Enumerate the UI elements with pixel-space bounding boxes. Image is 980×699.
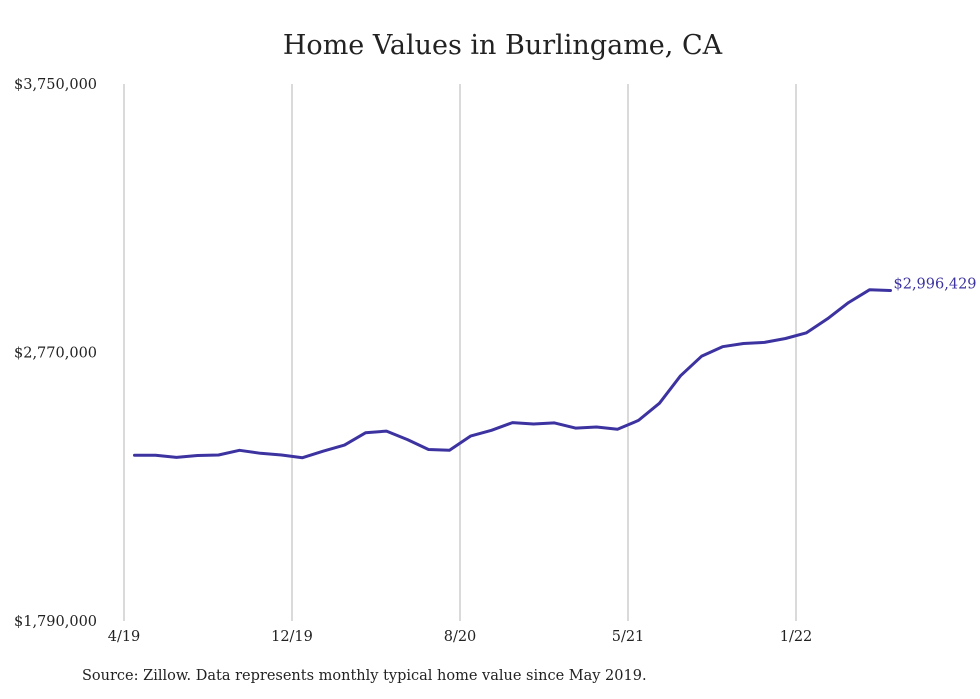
chart-title: Home Values in Burlingame, CA (282, 30, 723, 61)
y-tick-label: $2,770,000 (14, 346, 97, 362)
y-tick-label: $1,790,000 (14, 614, 97, 630)
x-tick-label: 8/20 (444, 629, 477, 645)
x-axis-labels: 4/19 12/19 8/20 5/21 1/22 (108, 629, 813, 645)
x-tick-label: 5/21 (612, 629, 645, 645)
source-note: Source: Zillow. Data represents monthly … (82, 668, 647, 684)
y-tick-label: $3,750,000 (14, 77, 97, 93)
y-axis-labels: $3,750,000 $2,770,000 $1,790,000 (14, 77, 97, 630)
home-value-series-line (133, 288, 892, 460)
gridlines (123, 84, 797, 621)
x-tick-label: 1/22 (780, 629, 813, 645)
x-tick-label: 12/19 (271, 629, 313, 645)
x-tick-label: 4/19 (108, 629, 141, 645)
last-value-label: $2,996,429 (894, 276, 977, 292)
